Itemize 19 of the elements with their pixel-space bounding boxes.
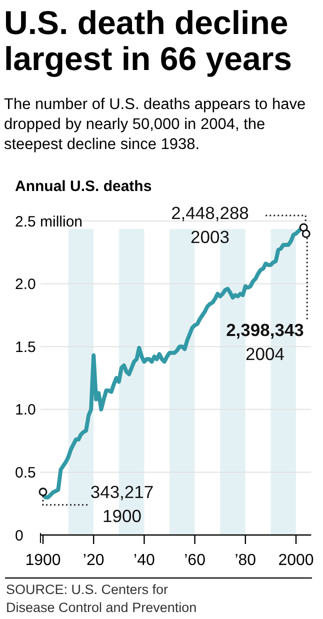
x-tick-label: 2000 (278, 552, 314, 569)
y-tick-label: 1.5 (15, 338, 36, 356)
x-tick-label: ’60 (184, 552, 206, 569)
x-tick-label: ’20 (82, 552, 104, 569)
annotation: 2,448,288 2003 (171, 203, 249, 247)
annotation: 2,398,343 2004 (226, 320, 304, 364)
chart-subtitle: The number of U.S. deaths appears to have dropped by nearly 50,000 in 2004, the steepest decline since 1938. (4, 96, 306, 153)
source-note: SOURCE: U.S. Centers for Disease Control and Prevention (6, 582, 197, 615)
y-tick-label: 0.5 (15, 464, 36, 482)
x-tick-label: ’80 (234, 552, 256, 569)
y-axis-title: Annual U.S. deaths (15, 178, 152, 195)
y-tick-label: 0 (15, 527, 24, 544)
y-tick-label: 2.0 (15, 276, 36, 294)
y-tick-label: 2.5 million (15, 213, 83, 230)
x-tick-label: ’40 (134, 552, 155, 569)
y-tick-label: 1.0 (15, 402, 36, 419)
annotation: 343,217 1900 (90, 482, 154, 526)
x-tick-label: 1900 (25, 552, 61, 569)
chart-title: U.S. death decline largest in 66 years (4, 4, 292, 77)
